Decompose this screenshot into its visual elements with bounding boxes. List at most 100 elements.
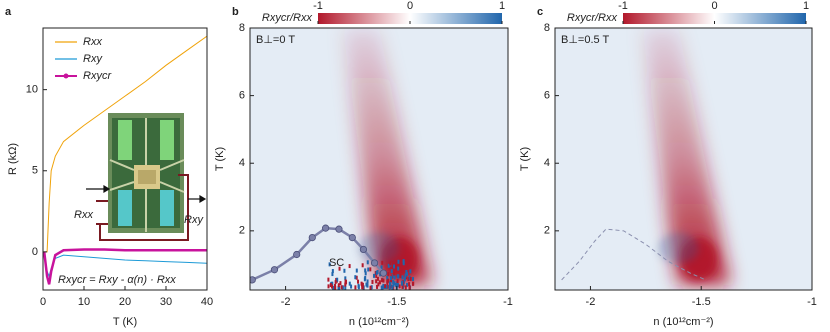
noise (369, 267, 372, 272)
noise (405, 282, 408, 287)
noise (331, 272, 334, 277)
colorbar-tick-label: 0 (711, 0, 717, 12)
sc-label: SC (329, 257, 344, 269)
noise (405, 272, 408, 277)
colorbar-tick-label: -1 (618, 0, 628, 12)
sc-dome-point (250, 276, 256, 284)
y-tick-label: 2 (239, 225, 245, 237)
inset-label: Rxx (74, 209, 93, 221)
noise (403, 277, 406, 282)
plot-area (250, 28, 508, 290)
y-axis-label: R (kΩ) (7, 143, 19, 175)
noise (408, 282, 411, 287)
colorbar (318, 13, 502, 24)
noise (389, 261, 392, 266)
noise (375, 279, 378, 284)
noise (354, 285, 357, 290)
inset-photo (108, 113, 185, 233)
noise (392, 279, 395, 284)
noise (388, 281, 391, 286)
legend-marker (63, 73, 69, 79)
noise (402, 279, 405, 284)
noise (391, 284, 394, 289)
field-label: B⊥=0.5 T (561, 34, 609, 46)
noise (364, 271, 367, 276)
colorbar-tick-label: 0 (407, 0, 413, 12)
noise (393, 281, 396, 286)
noise (386, 284, 389, 289)
y-tick-label: 4 (239, 157, 245, 169)
colorbar-tick-label: 1 (803, 0, 809, 12)
noise (334, 285, 337, 290)
x-axis-label: n (10¹²cm⁻²) (653, 316, 713, 328)
sc-dome-point (293, 250, 301, 259)
noise (405, 270, 408, 275)
noise (360, 281, 363, 286)
noise (382, 278, 385, 283)
noise (366, 279, 369, 284)
heatmap-band (642, 28, 730, 285)
field-label: B⊥=0 T (256, 34, 295, 46)
y-tick-label: 8 (544, 22, 550, 34)
noise (387, 272, 390, 277)
noise (395, 282, 398, 287)
noise (339, 281, 342, 286)
noise (400, 265, 403, 270)
noise (404, 273, 407, 278)
noise (376, 276, 379, 281)
plot-frame (249, 27, 509, 291)
legend-label: Rxy (83, 53, 103, 65)
noise (371, 279, 374, 284)
noise (366, 260, 369, 265)
noise (396, 274, 399, 279)
plot-frame (554, 27, 813, 291)
sc-dome-point (379, 269, 388, 277)
noise (408, 275, 411, 280)
sc-dome-point (359, 245, 368, 254)
x-tick-label: -1 (807, 296, 817, 308)
colorbar-label: Rxycr/Rxx (567, 12, 618, 24)
noise (393, 275, 396, 280)
sc-dome-point (270, 266, 279, 274)
noise (328, 262, 331, 267)
noise (338, 266, 341, 271)
y-tick-label: 6 (239, 90, 245, 102)
noise (338, 285, 341, 290)
noise (377, 282, 380, 287)
noise (380, 285, 383, 290)
noise (343, 268, 346, 273)
colorbar-tick-label: 1 (499, 0, 505, 12)
y-tick-label: 0 (32, 246, 38, 258)
noise (375, 273, 378, 278)
noise (407, 259, 410, 264)
noise (397, 266, 400, 271)
noise (345, 280, 348, 285)
noise (341, 285, 344, 290)
sc-dome-line (251, 226, 385, 281)
sc-dome-point (370, 259, 379, 267)
noise (370, 285, 373, 290)
x-tick-label: -1.5 (692, 296, 711, 308)
panel-letter: b (232, 6, 239, 18)
sc-dome-line (561, 228, 706, 281)
noise (334, 280, 337, 285)
noise (404, 285, 407, 290)
noise (401, 284, 404, 289)
colorbar (623, 13, 806, 24)
x-tick-label: 40 (201, 296, 213, 308)
noise (381, 278, 384, 283)
y-tick-label: 4 (544, 157, 550, 169)
noise (380, 265, 383, 270)
noise (367, 267, 370, 272)
noise (396, 279, 399, 284)
noise (355, 275, 358, 280)
noise (376, 284, 379, 289)
noise (365, 282, 368, 287)
noise (331, 284, 334, 289)
noise (384, 284, 387, 289)
noise (361, 284, 364, 289)
x-tick-label: -1 (503, 296, 513, 308)
noise (327, 277, 330, 282)
noise (369, 285, 372, 290)
legend-label: Rxycr (83, 70, 112, 82)
